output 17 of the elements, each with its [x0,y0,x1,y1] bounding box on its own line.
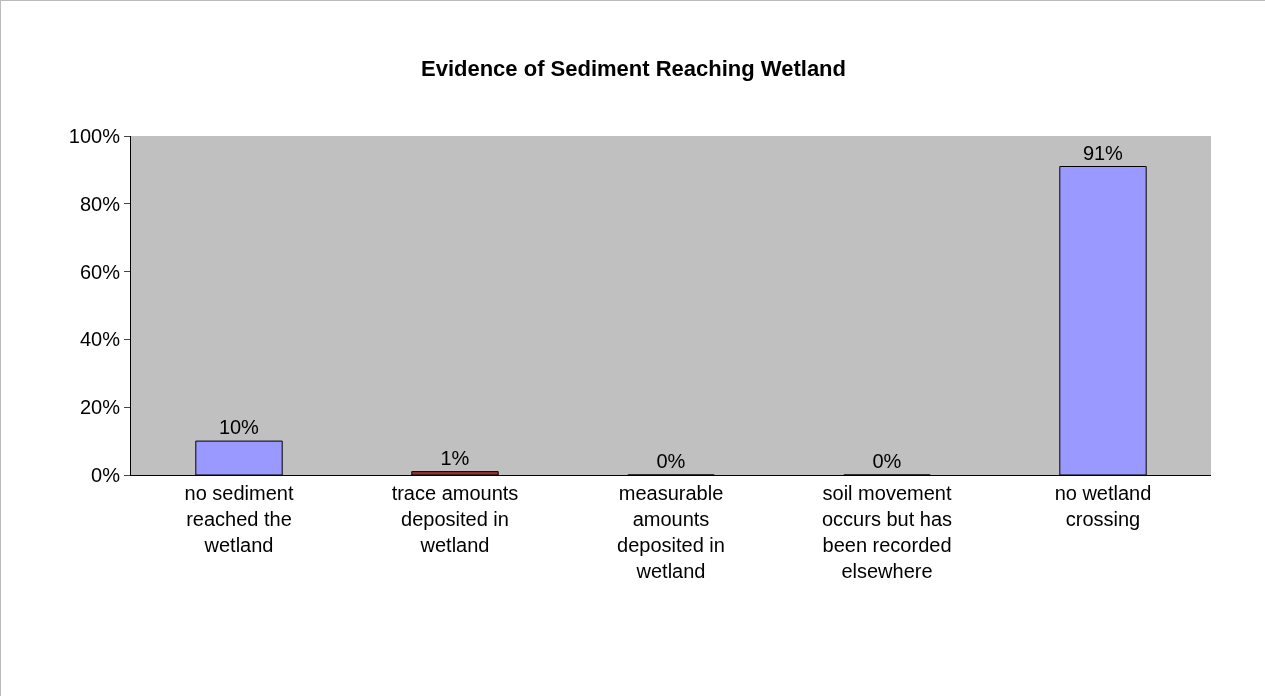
data-label: 0% [656,450,686,472]
y-tick-label: 60% [79,260,121,283]
x-tick-label: measurable amounts deposited in wetland [617,482,725,582]
y-tick-label: 0% [91,464,121,486]
x-tick-label: no sediment reached the wetland [184,482,294,556]
y-tick-label: 80% [79,192,121,215]
y-tick-label: 100% [68,125,121,147]
data-label: 1% [440,446,470,469]
x-tick-label: no wetland crossing [1054,482,1152,530]
x-tick-label: trace amounts deposited in wetland [391,482,519,556]
x-tick-label: soil movement occurs but has been recorded elsewhere [821,482,953,582]
chart-title: Evidence of Sediment Reaching Wetland [420,55,847,81]
y-tick-label: 40% [79,328,121,351]
y-tick-label: 20% [79,396,121,419]
data-label: 10% [218,416,260,439]
data-label: 0% [872,450,902,472]
data-label: 91% [1082,141,1124,164]
